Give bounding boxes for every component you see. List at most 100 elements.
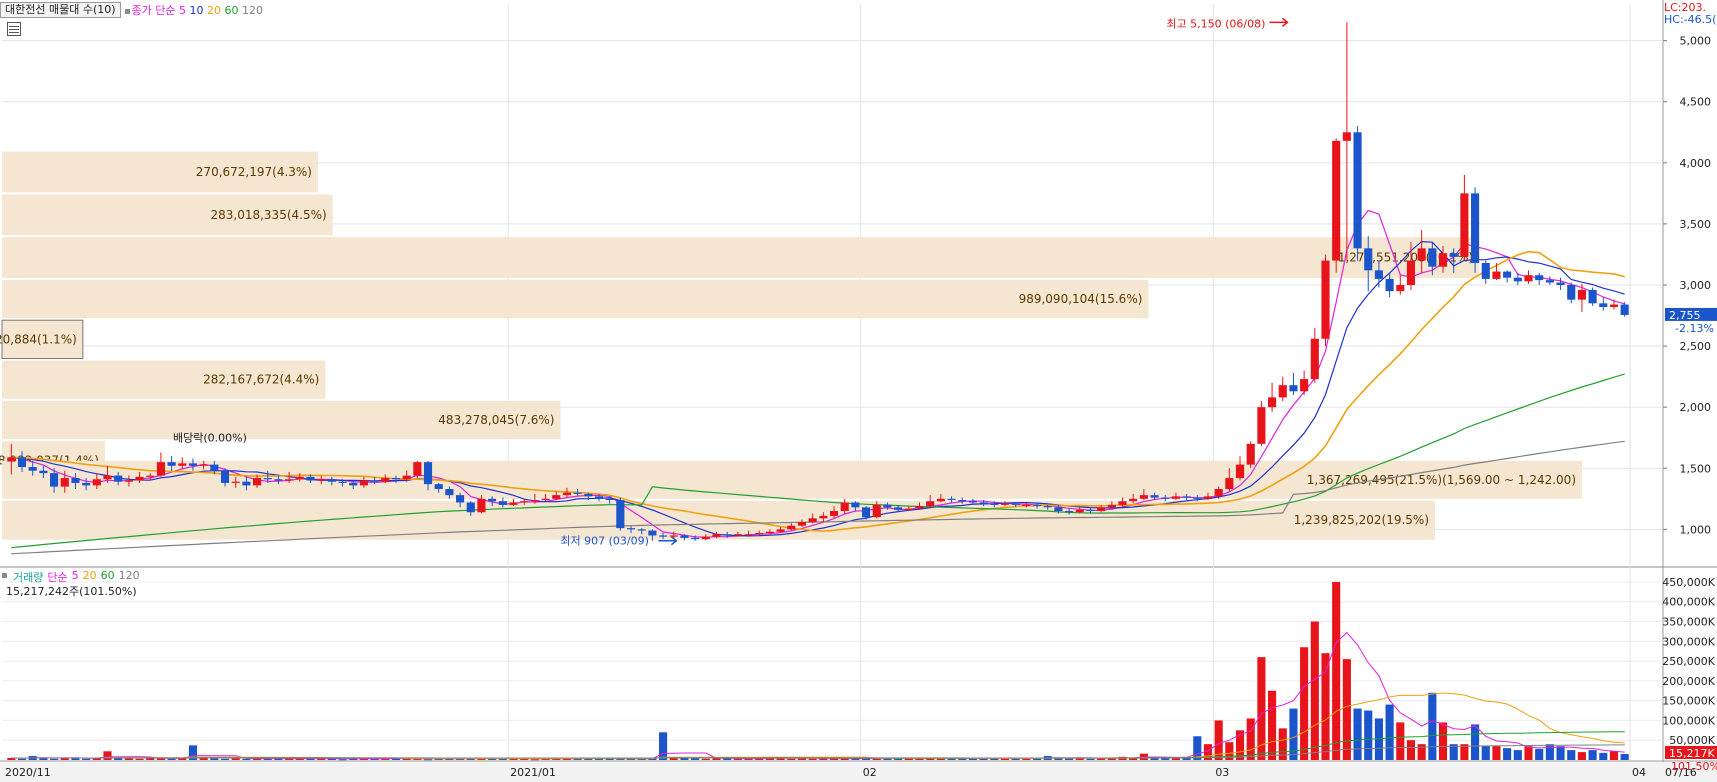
volume-bar — [423, 759, 433, 761]
candle-body — [327, 479, 336, 482]
candle-body — [594, 496, 604, 499]
candle-body — [242, 481, 251, 486]
volume-bar — [1022, 758, 1031, 760]
current-volume-ratio: 101.50% — [1671, 760, 1717, 773]
volume-bar — [1588, 750, 1597, 760]
volume-bar — [1193, 736, 1202, 760]
candle-body — [1577, 289, 1586, 300]
candle-body — [1097, 507, 1106, 512]
volume-bar — [413, 758, 422, 760]
ma-label: 종가 단순 — [131, 4, 176, 17]
candle-body — [188, 463, 198, 466]
candle-body — [210, 464, 219, 471]
candle-body — [1385, 278, 1394, 292]
candle-body — [1032, 504, 1042, 507]
volume-profile-label: 283,018,335(4.5%) — [210, 208, 326, 222]
candle-body — [103, 475, 112, 480]
volume-bar — [894, 758, 903, 760]
volume-bar — [594, 758, 604, 760]
candle-body — [434, 484, 443, 490]
x-tick-label: 03 — [1215, 766, 1229, 779]
chart-title[interactable]: 대한전선 매물대 수(10) — [0, 2, 121, 18]
volume-bar — [659, 732, 668, 760]
volume-bar — [1449, 744, 1458, 760]
candle-body — [263, 478, 272, 480]
candle-body — [1289, 385, 1298, 392]
volume-bar — [39, 758, 48, 760]
volume-bar — [1065, 758, 1074, 760]
volume-ma-5: 5 — [71, 569, 79, 582]
volume-bar — [1545, 744, 1554, 760]
volume-bar — [626, 758, 636, 760]
candle-body — [552, 495, 561, 499]
volume-bar — [1161, 758, 1170, 760]
volume-bar — [103, 751, 112, 760]
candle-body — [797, 522, 807, 526]
volume-bar — [381, 758, 390, 760]
volume-bar — [50, 758, 59, 760]
candle-body — [562, 492, 571, 496]
table-icon[interactable] — [7, 22, 21, 36]
volume-bar — [1214, 720, 1223, 760]
candle-body — [1471, 193, 1480, 264]
time-axis-bg — [0, 762, 1717, 782]
candle-body — [1599, 303, 1608, 307]
volume-bar — [530, 759, 539, 761]
candle-body — [851, 502, 860, 508]
volume-bar — [851, 758, 860, 760]
volume-bar — [466, 758, 475, 760]
candle-body — [1535, 275, 1544, 281]
volume-bar — [156, 758, 165, 760]
volume-bar — [1321, 653, 1330, 760]
candle-body — [1364, 248, 1373, 271]
volume-ma-label: 단순 — [47, 571, 68, 584]
candle-body — [285, 479, 294, 481]
volume-bar — [712, 758, 721, 760]
candle-body — [359, 480, 368, 486]
candle-body — [680, 535, 689, 538]
volume-bar — [327, 758, 336, 760]
volume-tick-label: 300,000K — [1662, 635, 1715, 648]
volume-bar — [391, 758, 401, 760]
candle-body — [616, 500, 625, 529]
axes: 2020/112021/0102030405060707/165,0004,50… — [5, 35, 1716, 779]
candle-body — [1161, 497, 1170, 499]
low-annotation: 최저 907 (03/09) — [560, 535, 649, 548]
candle-body — [979, 502, 988, 504]
price-tick-label: 1,500 — [1680, 462, 1712, 475]
ma-period-20: 20 — [207, 4, 222, 17]
high-annotation: 최고 5,150 (06/08) — [1166, 17, 1265, 30]
volume-ma-60: 60 — [100, 569, 115, 582]
volume-bar — [701, 758, 710, 760]
candle-body — [1118, 501, 1127, 505]
volume-bar — [797, 758, 807, 760]
volume-bar — [1300, 647, 1309, 760]
candle-body — [1300, 379, 1309, 392]
candle-body — [381, 478, 390, 482]
volume-bar — [402, 758, 411, 760]
volume-bar — [1428, 692, 1437, 760]
candle-body — [1086, 509, 1095, 512]
volume-bar — [135, 758, 144, 760]
volume-bar — [819, 758, 828, 760]
ma-period-10: 10 — [189, 4, 204, 17]
candle-body — [1406, 260, 1416, 285]
price-tick-label: 3,500 — [1680, 218, 1712, 231]
volume-bar — [1342, 659, 1351, 760]
dividend-annotation: 배당락(0.00%) — [173, 432, 247, 445]
candle-body — [82, 482, 91, 486]
candle-body — [755, 533, 764, 535]
volume-bars — [7, 581, 1629, 761]
candle-body — [787, 525, 796, 530]
legend-square-icon — [2, 573, 7, 578]
candle-body — [317, 479, 326, 481]
candle-body — [488, 498, 497, 502]
volume-bar — [1599, 752, 1608, 760]
volume-bar — [1417, 744, 1426, 760]
candle-body — [1182, 496, 1191, 498]
candle-body — [1171, 496, 1180, 499]
candle-body — [776, 529, 785, 532]
volume-bar — [1225, 742, 1234, 760]
candle-body — [1268, 397, 1277, 408]
